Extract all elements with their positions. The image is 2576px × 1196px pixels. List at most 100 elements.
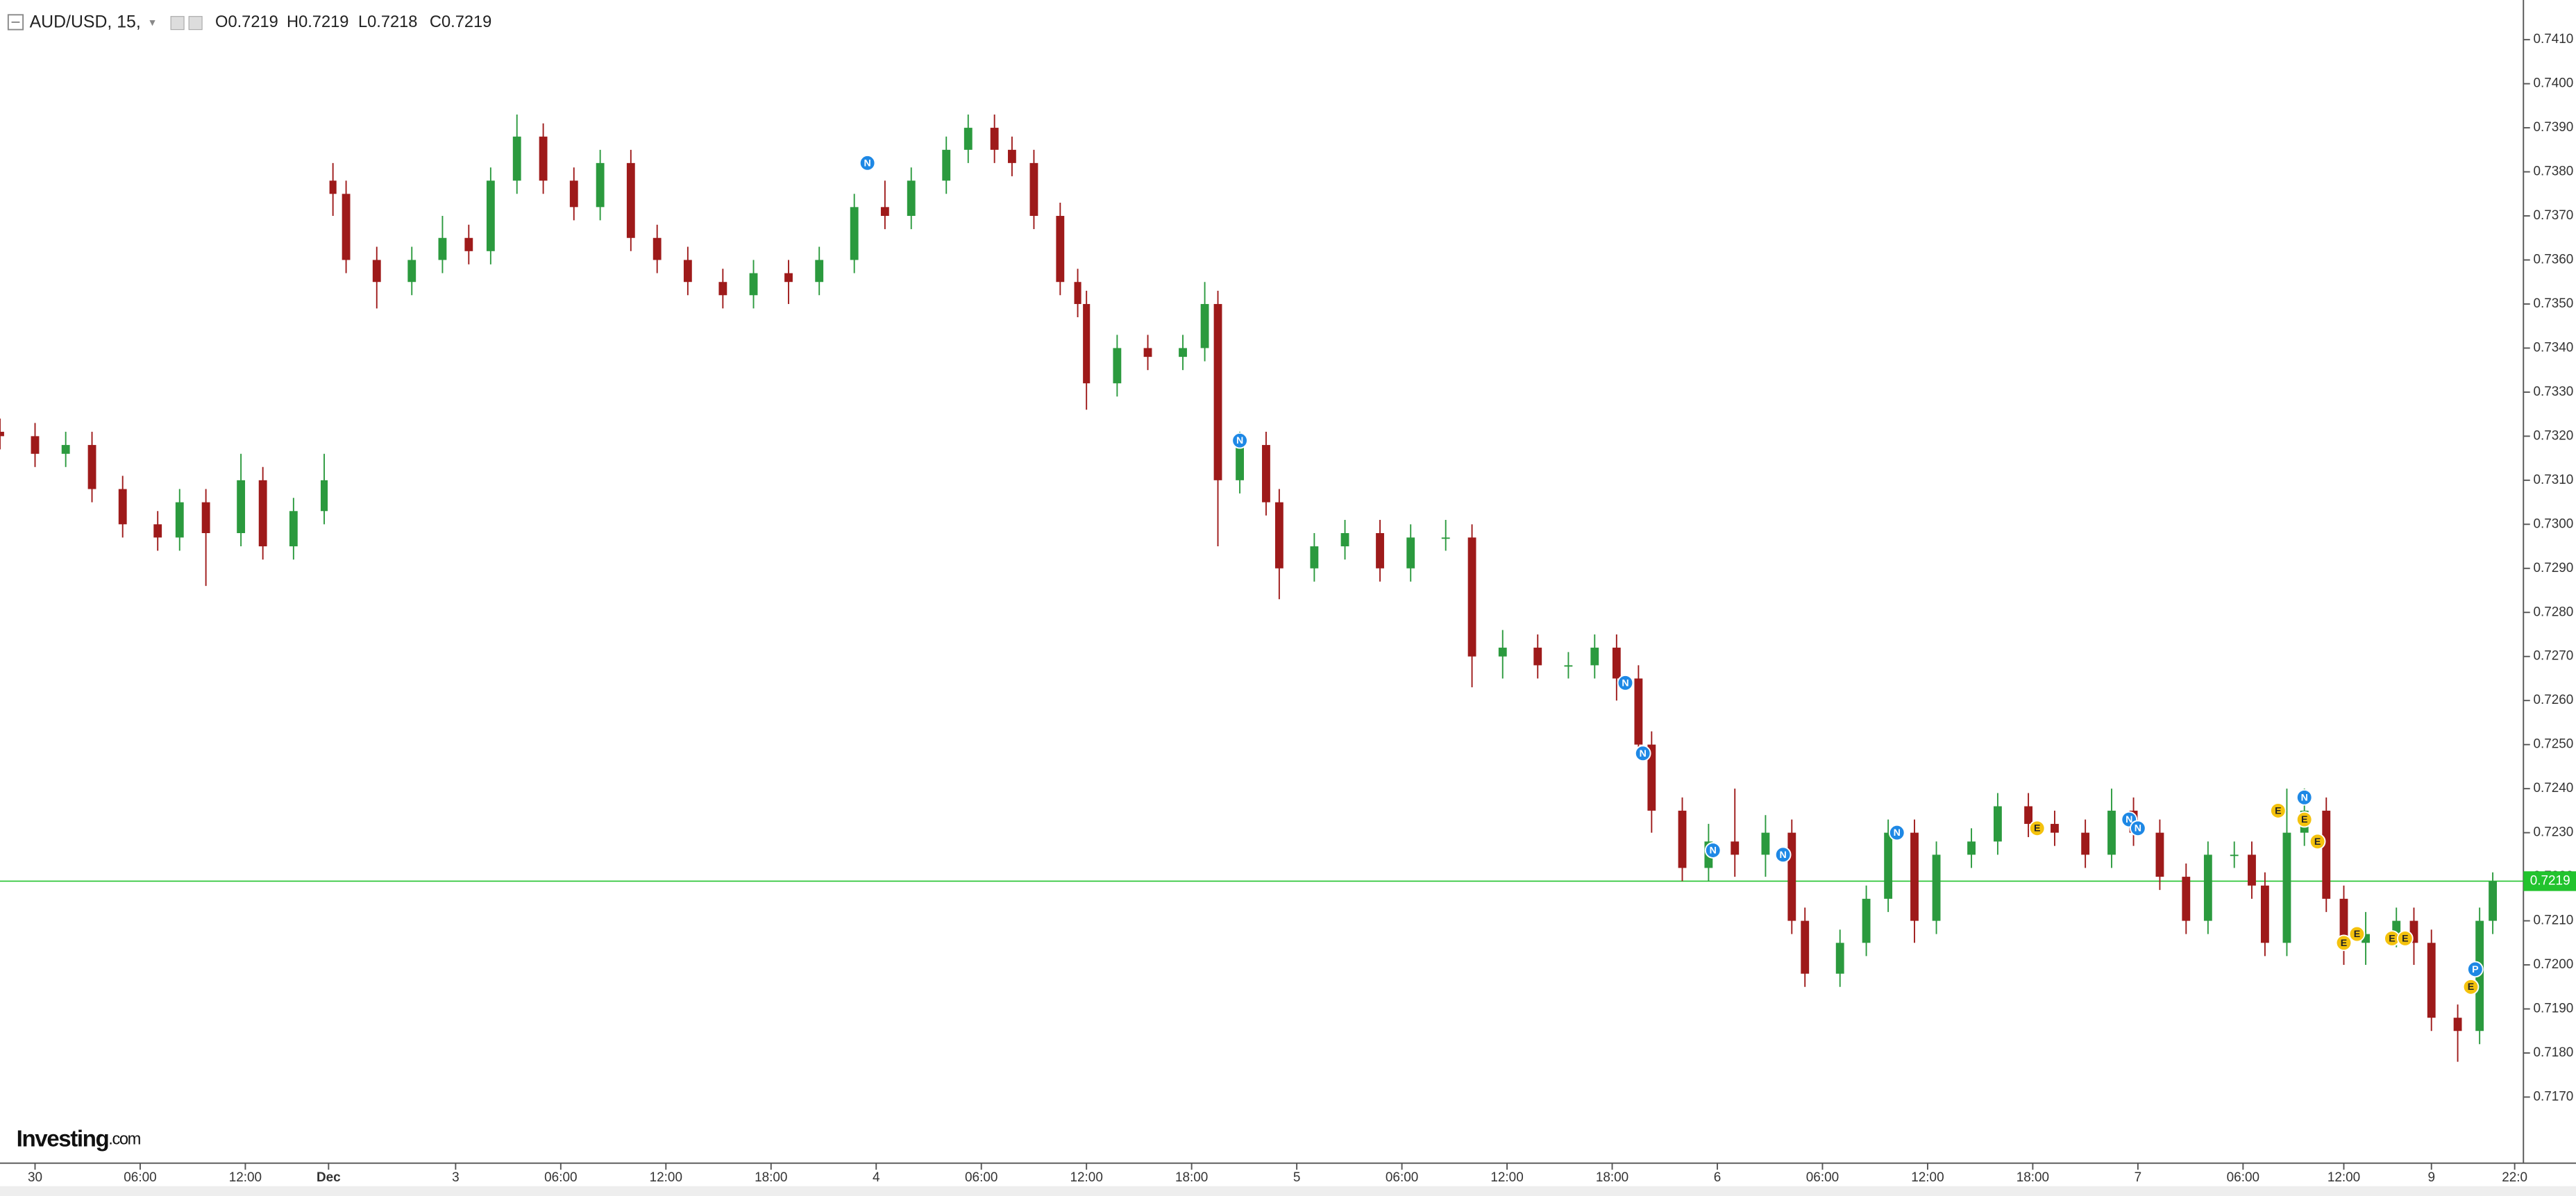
- symbol: AUD/USD, 15,: [30, 13, 141, 32]
- candle-body: [438, 237, 447, 260]
- event-marker: [1888, 824, 1905, 841]
- status-bar: [0, 1186, 2576, 1196]
- candle-body: [1835, 943, 1844, 974]
- ohlc-value: 0.7219: [441, 13, 491, 31]
- event-marker: [1774, 846, 1792, 864]
- candle-body: [407, 260, 416, 283]
- ohlc-item: H0.7219: [287, 13, 348, 31]
- watermark: Investing.com: [17, 1126, 141, 1152]
- candle-body: [1200, 303, 1209, 348]
- event-marker: [1634, 745, 1651, 762]
- x-tick-label: 18:00: [2017, 1170, 2049, 1185]
- y-tick-label: 0.7310: [2533, 473, 2573, 487]
- y-tick-label: 0.7330: [2533, 385, 2573, 399]
- candle-body: [2362, 934, 2370, 943]
- settings-icon[interactable]: [170, 16, 185, 31]
- x-tick-label: 12:00: [650, 1170, 682, 1185]
- candle-body: [320, 480, 328, 512]
- candle-body: [1590, 648, 1599, 666]
- watermark-suffix: .com: [108, 1131, 140, 1149]
- candle-body: [880, 207, 889, 217]
- y-tick-label: 0.7190: [2533, 1002, 2573, 1016]
- close-icon[interactable]: [188, 16, 203, 31]
- event-marker-label: N: [1710, 845, 1717, 856]
- candle-body: [907, 180, 916, 217]
- x-tick-label: 6: [1714, 1170, 1721, 1185]
- y-tick-label: 0.7290: [2533, 561, 2573, 575]
- ohlc-value: 0.7219: [298, 13, 348, 31]
- candle-body: [2392, 920, 2401, 934]
- x-tick-label: 18:00: [1596, 1170, 1628, 1185]
- candle-body: [1340, 533, 1349, 547]
- candle-body: [1074, 282, 1081, 304]
- dropdown-arrow[interactable]: ▾: [149, 16, 155, 29]
- event-marker: [859, 155, 876, 171]
- ohlc-item: C0.7219: [430, 13, 491, 31]
- y-tick-label: 0.7350: [2533, 296, 2573, 311]
- collapse-icon[interactable]: [7, 14, 24, 31]
- event-marker-label: N: [2135, 823, 2141, 834]
- candle-body: [784, 273, 793, 283]
- candle-body: [2107, 810, 2116, 855]
- event-marker: [2296, 789, 2313, 806]
- y-tick-label: 0.7340: [2533, 340, 2573, 355]
- x-tick-label: 18:00: [1175, 1170, 1208, 1185]
- candle-body: [626, 162, 635, 238]
- candle-body: [539, 136, 548, 181]
- event-marker-label: N: [1894, 827, 1901, 839]
- candle-body: [464, 237, 473, 251]
- candle-body: [2427, 943, 2436, 1018]
- candle-body: [1787, 832, 1796, 921]
- candle-body: [289, 511, 298, 547]
- y-tick-label: 0.7280: [2533, 605, 2573, 619]
- event-marker: [2397, 930, 2414, 947]
- candle-body: [486, 180, 495, 251]
- candle-body: [1274, 502, 1283, 568]
- y-tick-label: 0.7380: [2533, 165, 2573, 179]
- candle-body: [1634, 678, 1643, 745]
- event-marker-label: E: [2301, 814, 2307, 825]
- candle-body: [1761, 832, 1770, 855]
- event-marker: [2309, 833, 2326, 850]
- candle-body: [1910, 832, 1919, 921]
- event-marker: [2462, 978, 2480, 995]
- candle-body: [815, 260, 824, 283]
- candle-body: [342, 194, 351, 260]
- ohlc-label: O: [215, 13, 228, 31]
- x-tick-label: 9: [2427, 1170, 2435, 1185]
- event-marker-label: E: [2275, 805, 2281, 816]
- candle-body: [850, 207, 859, 260]
- y-tick-label: 0.7170: [2533, 1089, 2573, 1104]
- y-tick-label: 0.7210: [2533, 913, 2573, 928]
- candle-body: [942, 149, 951, 181]
- y-tick-label: 0.7410: [2533, 32, 2573, 47]
- candle-body: [1862, 898, 1871, 943]
- watermark-brand: Investing: [17, 1126, 109, 1152]
- candle-body: [2339, 898, 2348, 943]
- y-tick-label: 0.7250: [2533, 737, 2573, 752]
- x-tick-label: 12:00: [1070, 1170, 1103, 1185]
- candle-body: [1441, 537, 1450, 539]
- candle-body: [512, 136, 521, 181]
- candle-body: [2230, 854, 2239, 857]
- candle-body: [201, 502, 210, 534]
- x-tick-label: 18:00: [755, 1170, 787, 1185]
- candle-body: [963, 128, 973, 150]
- candle-body: [1967, 841, 1976, 855]
- x-tick-label: 06:00: [544, 1170, 577, 1185]
- x-tick-label: 5: [1293, 1170, 1301, 1185]
- event-marker-label: P: [2472, 964, 2478, 975]
- candle-body: [683, 260, 692, 283]
- candle-body: [1213, 303, 1222, 480]
- y-tick-label: 0.7260: [2533, 693, 2573, 707]
- x-tick-label: 30: [28, 1170, 42, 1185]
- candle-body: [1007, 149, 1016, 163]
- event-marker-label: E: [2402, 933, 2408, 944]
- y-tick-label: 0.7300: [2533, 516, 2573, 531]
- x-tick-label: 7: [2135, 1170, 2142, 1185]
- candle-body: [2051, 823, 2059, 833]
- last-price-box: [2523, 871, 2576, 891]
